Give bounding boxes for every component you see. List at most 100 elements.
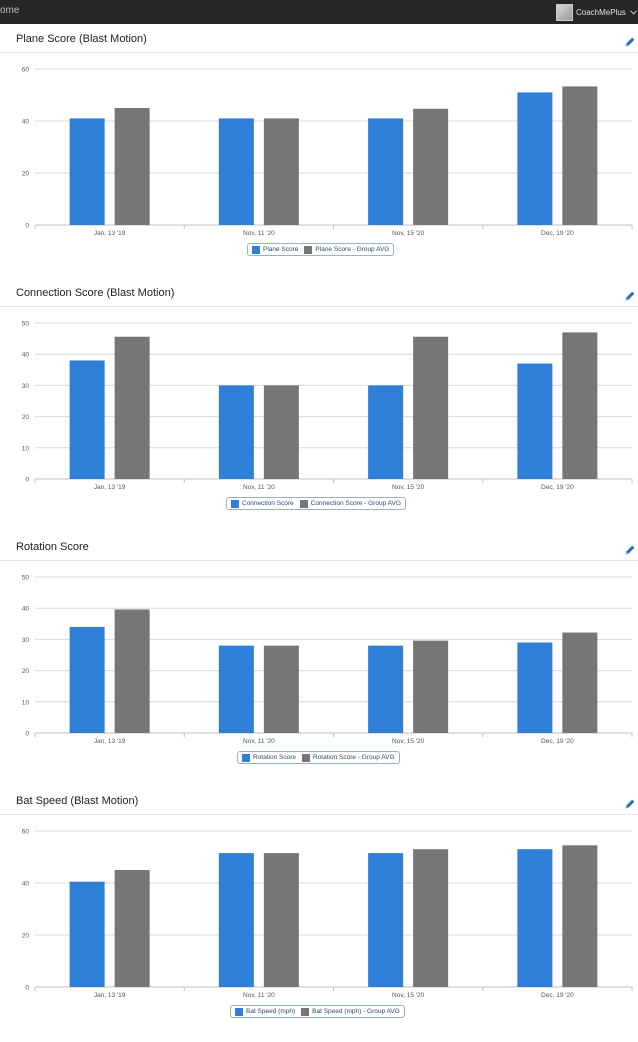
- x-tick-label: Dec, 19 '20: [541, 738, 574, 745]
- y-tick-label: 0: [25, 477, 29, 484]
- bar-group-avg: [413, 640, 449, 733]
- y-tick-label: 40: [22, 352, 30, 359]
- y-tick-label: 40: [22, 606, 30, 613]
- x-tick-label: Dec, 19 '20: [541, 230, 574, 237]
- x-tick-label: Nov, 11 '20: [243, 992, 275, 999]
- legend-item-series-2[interactable]: Plane Score - Group AVG: [304, 245, 390, 254]
- bar-individual: [517, 92, 553, 226]
- bar-individual: [517, 363, 553, 479]
- legend-label: Connection Score: [242, 500, 294, 507]
- bar-individual: [368, 853, 404, 987]
- chart-legend: Plane Score Plane Score - Group AVG: [247, 243, 395, 256]
- y-tick-label: 10: [22, 699, 30, 706]
- x-tick-label: Nov, 11 '20: [243, 738, 275, 745]
- edit-pencil-icon[interactable]: [624, 797, 636, 809]
- legend-item-series-1[interactable]: Connection Score: [231, 499, 294, 508]
- y-tick-label: 20: [22, 414, 30, 421]
- chart-title: Bat Speed (Blast Motion): [16, 795, 139, 807]
- bar-individual: [218, 645, 254, 733]
- bar-chart: 0 10 20 30 40 50 Jan, 13 '19 Nov, 11 '20 Nov, 15…: [22, 575, 633, 745]
- chart-title: Connection Score (Blast Motion): [16, 287, 175, 299]
- top-nav-bar: ome CoachMePlus: [0, 0, 638, 24]
- bar-group-avg: [413, 849, 449, 987]
- y-tick-label: 50: [22, 321, 30, 328]
- chart-panel-plane-score: Plane Score (Blast Motion) 0 20 40 60 Jan, 1…: [0, 27, 638, 280]
- legend-item-series-1[interactable]: Rotation Score: [242, 753, 296, 762]
- chart-panel-rotation-score: Rotation Score 0 10 20 30 40 50 Jan, 13 '19 Nov…: [0, 535, 638, 788]
- chart-legend: Bat Speed (mph) Bat Speed (mph) - Group …: [230, 1005, 405, 1018]
- legend-label: Rotation Score - Group AVG: [313, 754, 395, 761]
- edit-pencil-icon[interactable]: [624, 543, 636, 555]
- chart-legend: Rotation Score Rotation Score - Group AV…: [237, 751, 400, 764]
- user-menu[interactable]: CoachMePlus: [556, 3, 637, 21]
- x-tick-label: Nov, 11 '20: [243, 484, 275, 491]
- x-tick-label: Jan, 13 '19: [94, 230, 126, 237]
- x-tick-label: Nov, 15 '20: [392, 484, 425, 491]
- bar-individual: [517, 642, 553, 733]
- x-tick-label: Jan, 13 '19: [94, 484, 126, 491]
- x-tick-label: Nov, 11 '20: [243, 230, 275, 237]
- legend-label: Plane Score - Group AVG: [315, 246, 390, 253]
- legend-item-series-2[interactable]: Rotation Score - Group AVG: [302, 753, 395, 762]
- y-tick-label: 30: [22, 383, 30, 390]
- bar-group-avg: [562, 332, 598, 479]
- legend-swatch-gray: [302, 753, 310, 762]
- bar-group-avg: [114, 870, 150, 987]
- y-tick-label: 20: [22, 668, 30, 675]
- bar-individual: [69, 360, 105, 479]
- avatar[interactable]: [556, 3, 573, 21]
- title-divider: [0, 560, 638, 561]
- bar-group-avg: [562, 845, 598, 987]
- home-link[interactable]: ome: [0, 5, 20, 16]
- legend-item-series-2[interactable]: Connection Score - Group AVG: [299, 499, 401, 508]
- edit-pencil-icon[interactable]: [624, 35, 636, 47]
- bar-group-avg: [413, 108, 449, 225]
- bar-individual: [218, 385, 254, 479]
- x-tick-label: Nov, 15 '20: [392, 992, 425, 999]
- bar-group-avg: [114, 108, 150, 225]
- legend-label: Bat Speed (mph) - Group AVG: [312, 1008, 400, 1015]
- bar-group-avg: [413, 336, 449, 479]
- legend-label: Rotation Score: [253, 754, 296, 761]
- y-tick-label: 0: [25, 223, 29, 230]
- legend-item-series-2[interactable]: Bat Speed (mph) - Group AVG: [301, 1007, 400, 1016]
- bar-individual: [368, 645, 404, 733]
- bar-individual: [517, 849, 553, 987]
- legend-label: Connection Score - Group AVG: [310, 500, 401, 507]
- bar-group-avg: [263, 118, 299, 225]
- title-divider: [0, 306, 638, 307]
- chart-title: Rotation Score: [16, 541, 89, 553]
- chart-panel-bat-speed: Bat Speed (Blast Motion) 0 20 40 60 Jan, 13 …: [0, 789, 638, 1042]
- legend-item-series-1[interactable]: Bat Speed (mph): [235, 1007, 295, 1016]
- chart-legend: Connection Score Connection Score - Grou…: [226, 497, 406, 510]
- user-name[interactable]: CoachMePlus: [576, 7, 626, 17]
- chart-panel-connection-score: Connection Score (Blast Motion) 0 10 20 30 4…: [0, 281, 638, 534]
- bar-group-avg: [263, 853, 299, 987]
- bar-individual: [368, 118, 404, 225]
- bar-individual: [218, 853, 254, 987]
- x-tick-label: Nov, 15 '20: [392, 738, 425, 745]
- x-tick-label: Dec, 19 '20: [541, 992, 574, 999]
- y-tick-label: 30: [22, 637, 30, 644]
- bar-chart: 0 10 20 30 40 50 Jan, 13 '19 Nov, 11 '20 Nov, 15…: [22, 321, 633, 491]
- y-tick-label: 60: [22, 829, 30, 836]
- legend-swatch-gray: [304, 245, 313, 254]
- y-tick-label: 0: [25, 731, 29, 738]
- bar-group-avg: [562, 86, 598, 225]
- chevron-down-icon[interactable]: [629, 9, 637, 15]
- y-tick-label: 40: [22, 119, 30, 126]
- bar-individual: [69, 881, 105, 987]
- bar-individual: [69, 626, 105, 733]
- bar-individual: [69, 118, 105, 225]
- bar-individual: [218, 118, 254, 225]
- title-divider: [0, 814, 638, 815]
- bar-group-avg: [114, 609, 150, 733]
- legend-swatch-gray: [301, 1007, 310, 1016]
- bar-group-avg: [263, 385, 299, 479]
- legend-label: Plane Score: [263, 246, 299, 253]
- legend-swatch-gray: [299, 499, 308, 508]
- legend-item-series-1[interactable]: Plane Score: [252, 245, 299, 254]
- y-tick-label: 20: [22, 171, 30, 178]
- edit-pencil-icon[interactable]: [624, 289, 636, 301]
- bar-individual: [368, 385, 404, 479]
